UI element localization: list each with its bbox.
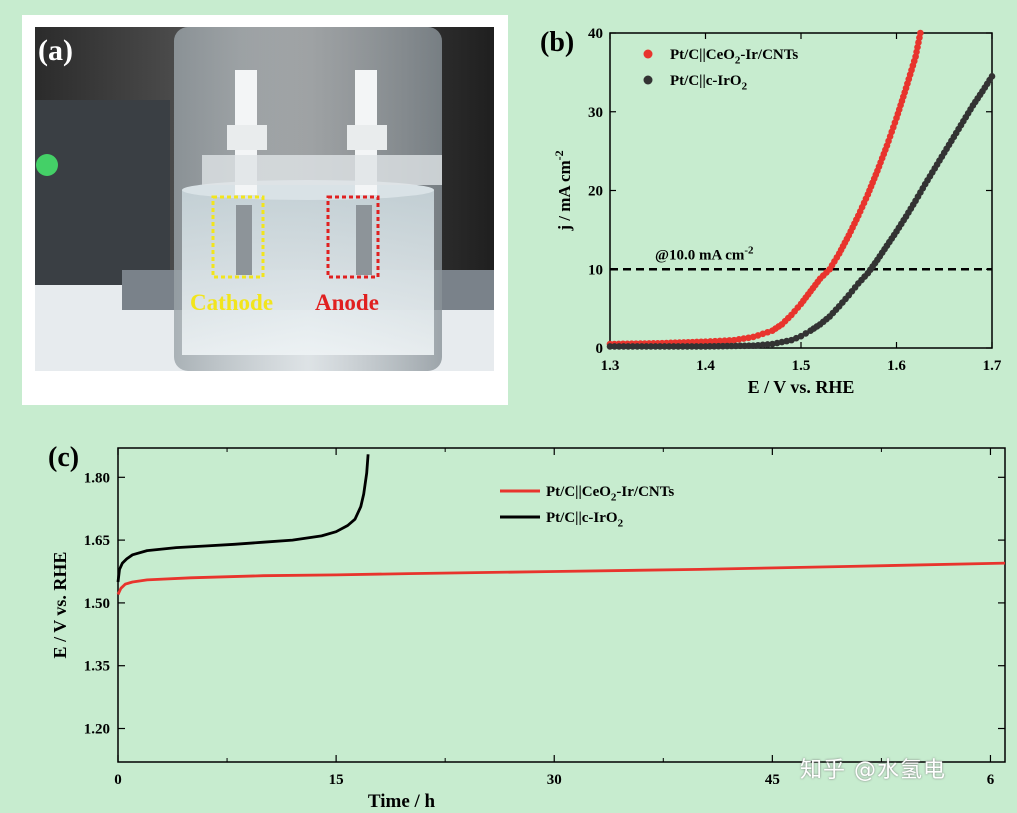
x-tick-label: 1.7 [983, 358, 1002, 374]
data-point [684, 343, 691, 350]
y-axis-label: E / V vs. RHE [50, 552, 70, 659]
y-tick-label: 1.65 [84, 533, 110, 549]
data-point [797, 332, 805, 340]
data-point [759, 341, 767, 349]
data-point [615, 343, 623, 350]
y-tick-label: 30 [588, 105, 603, 121]
y-tick-label: 20 [588, 184, 603, 200]
y-tick-label: 1.50 [84, 596, 110, 612]
legend-marker [643, 75, 653, 85]
x-tick-label: 6 [987, 772, 995, 788]
x-tick-label: 1.6 [887, 358, 906, 374]
data-point [633, 343, 641, 350]
y-tick-label: 1.35 [84, 659, 110, 675]
data-point [638, 343, 646, 350]
panel-label-c: (c) [48, 442, 79, 473]
data-point [647, 343, 655, 350]
legend-marker [643, 49, 653, 59]
x-tick-label: 1.3 [601, 358, 620, 374]
data-point [706, 338, 714, 345]
data-point [611, 343, 618, 350]
data-point [652, 343, 659, 350]
data-point [917, 29, 924, 37]
photo-panel: (a) Cathode Anode [22, 15, 508, 405]
data-point [754, 341, 762, 349]
panel-label-a: (a) [38, 34, 73, 67]
x-tick-label: 45 [765, 772, 780, 788]
legend-entry: Pt/C||CeO2-Ir/CNTs [546, 484, 674, 504]
data-point [670, 343, 677, 350]
x-tick-label: 30 [547, 772, 562, 788]
data-point [988, 73, 996, 80]
data-point [716, 337, 724, 345]
series-line-1 [116, 454, 370, 583]
legend-entry: Pt/C||c-IrO2 [546, 510, 624, 530]
y-tick-label: 0 [596, 341, 604, 357]
panel-label-b: (b) [540, 27, 574, 58]
legend-entry: Pt/C||CeO2-Ir/CNTs [670, 47, 798, 67]
data-point [620, 343, 627, 350]
data-point [643, 343, 650, 350]
series-0 [606, 29, 924, 348]
data-point [749, 342, 757, 349]
data-point [711, 337, 719, 345]
data-point [665, 343, 673, 350]
y-tick-label: 40 [588, 26, 603, 42]
stability-chart: 0 15 30 45 6 1.20 1.35 1.50 1.65 1.80 Pt/C||CeO2-I… [48, 442, 1006, 812]
lsv-chart: 1.3 1.4 1.5 1.6 1.7 0 10 20 30 40 @10.0 mA cm-2 Pt/… [540, 26, 1002, 397]
plot-frame [117, 447, 1006, 763]
y-tick-label: 10 [588, 262, 603, 278]
x-tick-label: 1.5 [792, 358, 811, 374]
series-line-0 [116, 561, 1006, 596]
data-point [629, 343, 637, 350]
data-point [802, 330, 810, 337]
y-tick-label: 1.20 [84, 722, 110, 738]
data-point [661, 343, 668, 350]
watermark: 知乎 @水氢电 [800, 758, 946, 783]
data-point [688, 343, 696, 350]
data-point [726, 337, 733, 344]
legend-entry: Pt/C||c-IrO2 [670, 73, 748, 93]
data-point [697, 343, 705, 350]
x-tick-label: 1.4 [696, 358, 715, 374]
series-1 [606, 73, 996, 350]
x-axis-label: Time / h [368, 791, 436, 812]
reference-line-label: @10.0 mA cm-2 [655, 244, 754, 263]
data-point [624, 343, 632, 350]
y-tick-label: 1.80 [84, 470, 110, 486]
x-tick-label: 15 [329, 772, 344, 788]
electrolysis-photo: (a) Cathode Anode [35, 27, 494, 371]
data-point [674, 343, 682, 350]
data-point [693, 343, 700, 350]
data-point [721, 337, 728, 344]
x-tick-label: 0 [114, 772, 122, 788]
anode-label: Anode [315, 290, 379, 315]
y-axis-label: j / mA cm-2 [552, 150, 574, 231]
data-point [679, 343, 687, 350]
cathode-label: Cathode [190, 290, 273, 315]
data-point [606, 343, 614, 350]
data-point [764, 341, 771, 348]
data-point [702, 338, 709, 346]
x-axis-label: E / V vs. RHE [748, 377, 855, 397]
data-point [656, 343, 664, 350]
